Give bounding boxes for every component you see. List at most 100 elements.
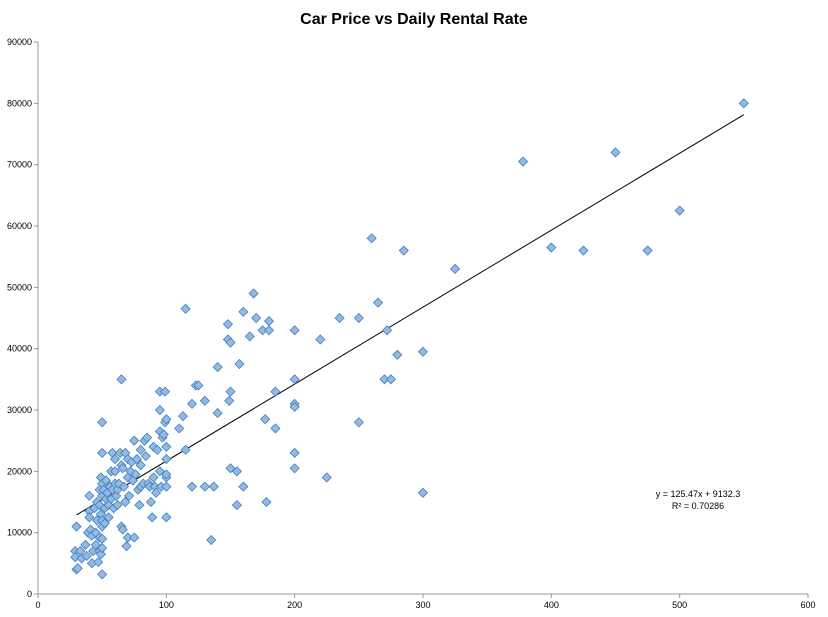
data-point bbox=[222, 319, 233, 330]
x-tick-label: 600 bbox=[800, 600, 815, 610]
data-point bbox=[70, 552, 81, 563]
x-tick-label: 0 bbox=[35, 600, 40, 610]
data-point bbox=[231, 500, 242, 511]
data-point bbox=[289, 463, 300, 474]
data-point bbox=[121, 541, 132, 552]
data-point bbox=[161, 481, 172, 492]
data-point bbox=[193, 380, 204, 391]
data-point bbox=[353, 417, 364, 428]
data-point bbox=[131, 454, 142, 465]
data-point bbox=[130, 469, 141, 480]
data-point bbox=[392, 349, 403, 360]
data-point bbox=[124, 490, 135, 501]
x-tick-label: 100 bbox=[159, 600, 174, 610]
r-squared-label: R² = 0.70286 bbox=[672, 501, 724, 511]
y-tick-label: 70000 bbox=[7, 160, 32, 170]
data-point bbox=[116, 374, 127, 385]
data-point bbox=[417, 487, 429, 498]
data-point bbox=[154, 404, 165, 416]
data-point bbox=[206, 534, 217, 546]
data-point bbox=[234, 358, 245, 370]
x-axis-ticks: 0 100 200 300 400 500 600 bbox=[35, 594, 816, 610]
data-point bbox=[142, 432, 153, 443]
data-point bbox=[145, 496, 156, 508]
x-tick-label: 400 bbox=[544, 600, 559, 610]
data-point bbox=[117, 463, 128, 474]
data-point bbox=[398, 245, 409, 256]
data-point bbox=[80, 539, 91, 550]
data-point bbox=[93, 557, 104, 568]
data-point bbox=[373, 297, 384, 308]
data-point bbox=[109, 454, 121, 465]
data-point bbox=[231, 466, 242, 477]
data-point bbox=[248, 288, 259, 299]
data-point bbox=[99, 518, 110, 529]
data-point bbox=[353, 312, 364, 324]
data-point bbox=[177, 411, 189, 422]
data-point bbox=[112, 500, 123, 511]
data-point bbox=[334, 312, 345, 324]
data-point bbox=[263, 325, 275, 336]
data-point bbox=[129, 435, 140, 446]
data-point bbox=[135, 460, 146, 471]
data-point bbox=[610, 147, 621, 158]
data-point bbox=[159, 386, 171, 397]
data-point bbox=[100, 475, 112, 486]
data-point bbox=[161, 512, 172, 523]
data-point bbox=[382, 325, 393, 336]
data-point bbox=[238, 481, 249, 492]
data-point bbox=[321, 472, 332, 483]
data-point bbox=[147, 512, 158, 523]
y-axis-ticks: 0 10000 20000 30000 40000 50000 60000 70000 8000… bbox=[7, 37, 38, 599]
data-point bbox=[518, 156, 529, 167]
data-point bbox=[97, 542, 108, 554]
data-point bbox=[270, 386, 281, 397]
data-point bbox=[161, 454, 172, 465]
data-point bbox=[140, 450, 151, 462]
data-point bbox=[174, 423, 185, 434]
data-point bbox=[199, 395, 210, 406]
data-point bbox=[225, 386, 236, 397]
data-point bbox=[186, 481, 198, 492]
y-tick-label: 30000 bbox=[7, 405, 32, 415]
data-point bbox=[385, 374, 396, 385]
data-point bbox=[261, 496, 272, 508]
data-point bbox=[289, 447, 300, 458]
data-point bbox=[118, 481, 130, 492]
data-point bbox=[546, 242, 557, 253]
data-point bbox=[152, 444, 163, 455]
data-point bbox=[738, 98, 749, 109]
data-point bbox=[289, 374, 300, 385]
data-point bbox=[148, 472, 159, 483]
y-tick-label: 0 bbox=[27, 589, 32, 599]
data-point bbox=[161, 469, 172, 480]
data-point bbox=[84, 512, 95, 523]
y-tick-label: 40000 bbox=[7, 344, 32, 354]
y-tick-label: 60000 bbox=[7, 221, 32, 231]
data-point bbox=[161, 414, 172, 425]
data-points bbox=[70, 98, 749, 580]
data-point bbox=[674, 205, 685, 216]
data-point bbox=[151, 487, 162, 498]
data-point bbox=[134, 500, 145, 511]
data-point bbox=[103, 512, 114, 523]
trendline-equation: y = 125.47x + 9132.3 bbox=[656, 489, 741, 499]
data-point bbox=[180, 303, 191, 314]
trendline bbox=[76, 114, 745, 516]
x-tick-label: 200 bbox=[287, 600, 302, 610]
data-point bbox=[180, 444, 191, 455]
data-point bbox=[224, 395, 235, 406]
data-point bbox=[315, 334, 326, 345]
x-tick-label: 300 bbox=[415, 600, 430, 610]
data-point bbox=[578, 245, 589, 256]
data-point bbox=[366, 233, 377, 244]
data-point bbox=[642, 245, 653, 256]
data-point bbox=[263, 316, 275, 327]
data-point bbox=[161, 441, 172, 452]
data-point bbox=[84, 490, 95, 501]
data-point bbox=[212, 362, 223, 373]
data-point bbox=[260, 414, 271, 425]
y-tick-label: 50000 bbox=[7, 282, 32, 292]
